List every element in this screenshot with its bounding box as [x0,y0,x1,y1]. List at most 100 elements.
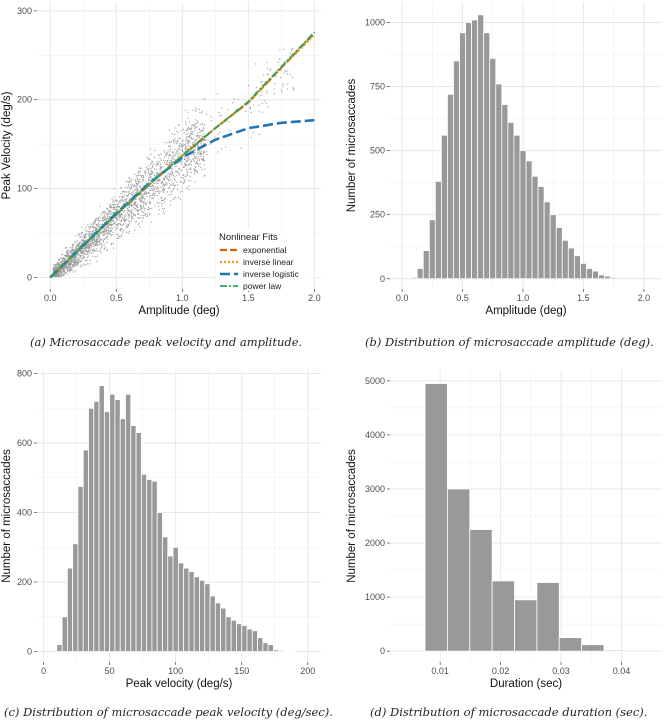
scatter-point [115,224,117,227]
scatter-point [64,266,66,268]
scatter-point [66,254,68,256]
scatter-point [130,214,133,216]
scatter-point [186,164,188,166]
scatter-point [65,268,67,270]
scatter-point [119,236,121,238]
legend-title: Nonlinear Fits [219,232,278,243]
scatter-point [176,153,178,155]
scatter-point [193,170,196,172]
scatter-point [66,258,68,260]
scatter-point [122,229,125,231]
scatter-point [258,104,260,106]
scatter-point [80,260,82,262]
scatter-point [77,243,79,246]
scatter-point [125,186,127,188]
scatter-point [156,163,158,165]
scatter-point [106,215,109,217]
scatter-point [193,148,195,150]
scatter-point [267,106,269,108]
histogram-bar [172,546,179,652]
scatter-point [170,193,172,195]
x-tick-label: 0.5 [456,293,469,303]
scatter-point [84,245,86,247]
scatter-point [83,240,85,242]
scatter-point [110,225,112,227]
scatter-point [70,249,72,251]
scatter-point [75,262,77,264]
scatter-point [197,132,199,134]
scatter-point [166,191,169,193]
scatter-point [107,208,109,210]
scatter-point [67,273,69,275]
scatter-point [129,188,131,190]
scatter-point [111,204,113,206]
scatter-point [146,213,148,215]
scatter-point [117,234,119,236]
scatter-point [123,200,125,203]
scatter-point [130,216,133,218]
scatter-point [148,190,150,192]
scatter-point [127,191,129,193]
scatter-point [116,200,118,202]
fit-line-power-law [49,31,316,279]
scatter-point [134,201,136,204]
scatter-point [130,210,132,213]
scatter-point [58,274,60,276]
scatter-point [130,181,132,183]
scatter-point [118,196,120,198]
scatter-point [109,206,111,208]
scatter-point [119,223,121,225]
scatter-point [138,181,140,183]
scatter-point [181,144,183,146]
scatter-point [97,233,99,235]
scatter-point [261,91,263,93]
scatter-point [196,161,198,163]
scatter-point [72,264,74,267]
scatter-point [111,219,113,221]
scatter-point [162,183,164,185]
scatter-point [137,170,139,172]
scatter-point [181,149,183,151]
scatter-point [79,233,81,235]
scatter-point [88,231,90,233]
scatter-point [157,160,159,163]
scatter-point [127,184,129,186]
scatter-point [123,196,125,198]
scatter-point [65,256,67,258]
scatter-point [62,268,64,270]
scatter-point [196,125,198,128]
scatter-point [92,251,94,253]
scatter-point [140,193,142,195]
scatter-point [75,247,77,249]
scatter-point [169,164,171,166]
scatter-point [167,179,169,181]
scatter-point [123,203,125,205]
scatter-point [53,275,56,277]
scatter-point [88,226,90,228]
scatter-point [178,168,180,170]
scatter-point [128,214,130,216]
scatter-point [74,265,76,267]
histogram-bar [199,579,206,652]
scatter-point [175,152,177,154]
scatter-point [185,175,187,177]
scatter-point [125,191,127,194]
scatter-point [145,167,148,169]
scatter-point [169,174,171,176]
histogram-bar [537,186,545,280]
scatter-point [200,129,202,131]
scatter-point [87,239,89,241]
scatter-point [96,244,98,246]
scatter-point [86,251,88,253]
scatter-point [116,233,118,235]
scatter-point [204,168,206,170]
scatter-point [130,184,132,186]
scatter-point [121,224,123,226]
scatter-point [157,182,159,185]
scatter-point [135,221,137,223]
scatter-point [85,240,87,242]
scatter-point [281,91,283,93]
scatter-point [68,263,70,265]
scatter-point [158,190,160,192]
scatter-point [81,252,83,255]
